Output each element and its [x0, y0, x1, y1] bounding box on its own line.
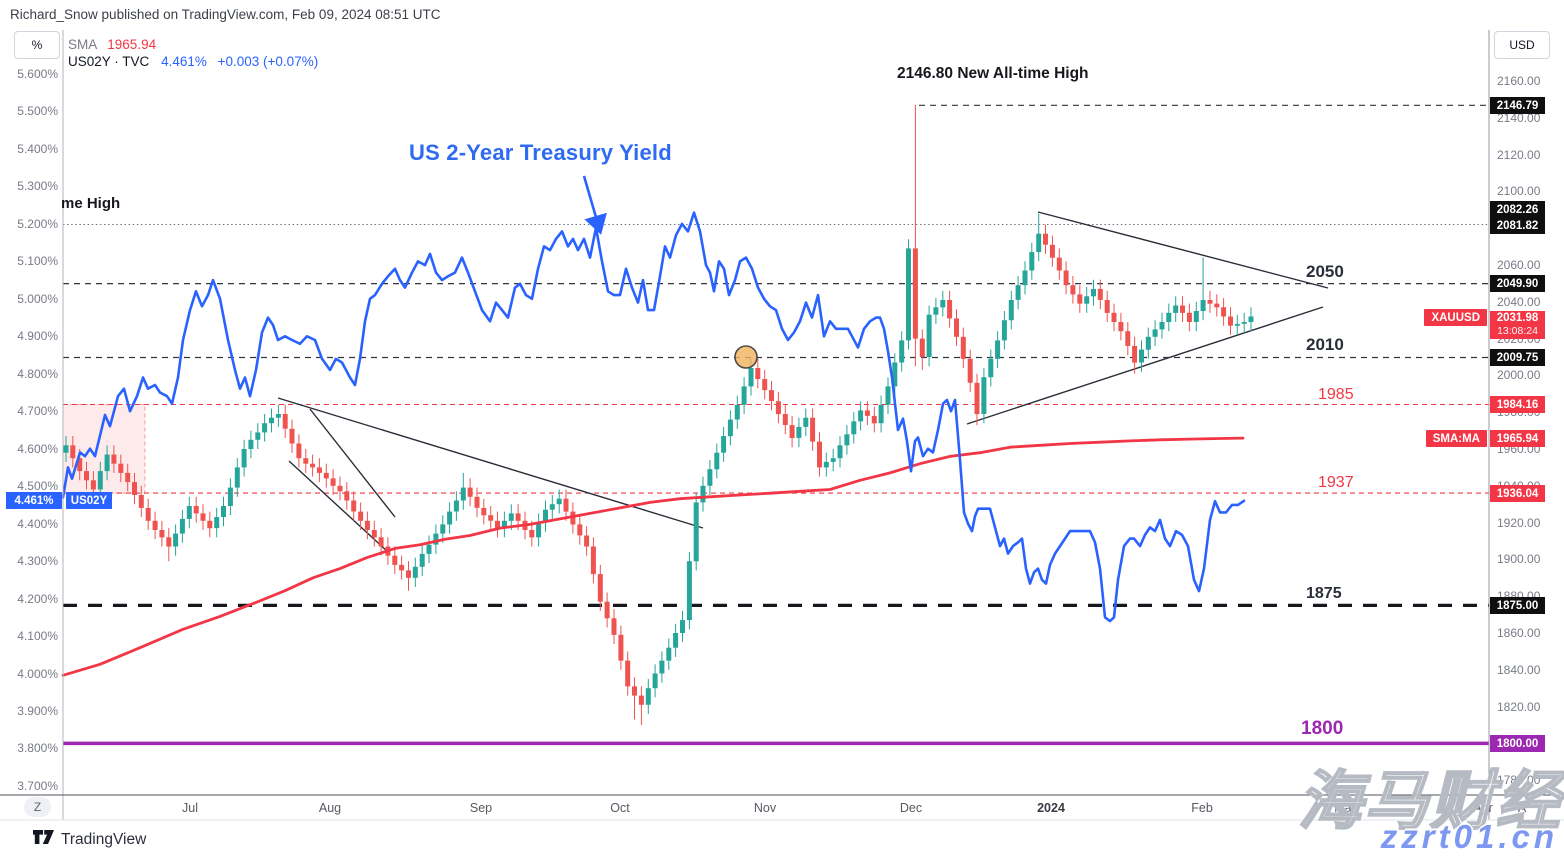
- right-axis-tick: 2160.00: [1497, 74, 1541, 88]
- time-axis-label: Aug: [318, 801, 342, 815]
- publish-info: Richard_Snow published on TradingView.co…: [10, 7, 441, 22]
- trendline: [309, 408, 396, 518]
- left-axis-tick: 5.400%: [17, 142, 58, 156]
- series-tag-pill: XAUUSD: [1424, 309, 1487, 326]
- time-axis-label: Mar: [1334, 801, 1356, 815]
- left-axis-tick: 4.700%: [17, 404, 58, 418]
- time-axis-label: Oct: [610, 801, 630, 815]
- right-axis-tick: 2120.00: [1497, 148, 1541, 162]
- annotation-arrow: [582, 175, 607, 235]
- right-axis-tick: 1920.00: [1497, 516, 1541, 530]
- price-label: 1965.94: [1490, 430, 1545, 447]
- tradingview-footer[interactable]: TradingView: [33, 830, 146, 849]
- left-axis-tick: 3.900%: [17, 704, 58, 718]
- left-axis-tick: 3.700%: [17, 779, 58, 793]
- ath-annotation: 2146.80 New All-time High: [897, 65, 1089, 82]
- chart-legend: SMA 1965.94 US02Y · TVC 4.461% +0.003 (+…: [68, 36, 318, 70]
- symbol-last-value: 4.461%: [161, 54, 207, 69]
- yield-current-pill: 4.461%: [6, 492, 62, 509]
- circle-marker: [734, 345, 758, 369]
- left-axis-tick: 4.400%: [17, 517, 58, 531]
- series-tag-pill: SMA:MA: [1425, 430, 1487, 447]
- price-label: 1875.00: [1490, 597, 1545, 614]
- right-axis-tick: 1840.00: [1497, 663, 1541, 677]
- price-label: 1936.04: [1490, 485, 1545, 502]
- right-axis-tick: 1820.00: [1497, 700, 1541, 714]
- left-axis-tick: 4.600%: [17, 442, 58, 456]
- right-axis-tick: 1900.00: [1497, 552, 1541, 566]
- time-axis-label: Dec: [899, 801, 923, 815]
- trendline: [966, 306, 1324, 425]
- time-axis-label: Apr: [1473, 801, 1493, 815]
- legend-symbol-row[interactable]: US02Y · TVC 4.461% +0.003 (+0.07%): [68, 53, 318, 70]
- trendline: [1037, 211, 1329, 289]
- clipped-annotation: me High: [61, 195, 121, 212]
- timezone-button[interactable]: Z: [24, 797, 51, 817]
- left-axis-tick: 5.200%: [17, 217, 58, 231]
- sma-value: 1965.94: [107, 37, 157, 52]
- usd-scale-button[interactable]: USD: [1494, 31, 1550, 59]
- left-axis-tick: 4.000%: [17, 667, 58, 681]
- yield-annotation: US 2-Year Treasury Yield: [409, 140, 672, 165]
- left-axis-tick: 5.000%: [17, 292, 58, 306]
- symbol-change: +0.003 (+0.07%): [217, 54, 319, 69]
- left-axis-tick: 4.500%: [17, 479, 58, 493]
- time-axis-label: Sep: [469, 801, 493, 815]
- price-label: 2009.75: [1490, 349, 1545, 366]
- watermark-cn: 海马财经: [1297, 764, 1562, 838]
- time-axis-label: Jul: [182, 801, 198, 815]
- left-axis-tick: 4.800%: [17, 367, 58, 381]
- price-label: 2082.26: [1490, 201, 1545, 218]
- trendline: [288, 460, 389, 553]
- price-label: 1984.16: [1490, 396, 1545, 413]
- level-caption: 1985: [1318, 386, 1354, 403]
- price-label: 2049.90: [1490, 275, 1545, 292]
- tradingview-logo-icon: [33, 830, 54, 849]
- yield-series-pill: US02Y: [66, 492, 112, 509]
- right-axis-tick: 2140.00: [1497, 111, 1541, 125]
- right-axis-tick: 1860.00: [1497, 626, 1541, 640]
- left-axis-tick: 4.900%: [17, 329, 58, 343]
- legend-sma-row[interactable]: SMA 1965.94: [68, 36, 318, 53]
- right-axis-tick: 2040.00: [1497, 295, 1541, 309]
- sma-label: SMA: [68, 37, 97, 52]
- level-caption: 2050: [1306, 262, 1344, 281]
- percent-scale-button[interactable]: %: [14, 31, 60, 59]
- level-caption: 1800: [1301, 718, 1344, 739]
- yield-line: [61, 211, 1246, 623]
- tradingview-logo-text: TradingView: [61, 830, 147, 848]
- right-axis-tick: 2060.00: [1497, 258, 1541, 272]
- right-axis-tick: 2000.00: [1497, 368, 1541, 382]
- sma-line: [61, 436, 1245, 677]
- left-axis-tick: 5.600%: [17, 67, 58, 81]
- watermark-url: zzrt01.cn: [1380, 818, 1558, 855]
- symbol-name: US02Y · TVC: [68, 54, 150, 69]
- price-label: 2031.98 13:08:24: [1490, 310, 1545, 339]
- left-axis-tick: 4.200%: [17, 592, 58, 606]
- left-axis-tick: 5.500%: [17, 104, 58, 118]
- time-axis-label: Feb: [1191, 801, 1213, 815]
- time-axis-label: A: [1517, 801, 1527, 815]
- level-caption: 2010: [1306, 335, 1344, 354]
- price-label: 1800.00: [1490, 735, 1545, 752]
- left-axis-tick: 4.100%: [17, 629, 58, 643]
- price-label: 2081.82: [1490, 217, 1545, 234]
- left-axis-tick: 4.300%: [17, 554, 58, 568]
- level-caption: 1937: [1318, 474, 1354, 491]
- candlestick-series: [63, 104, 1254, 725]
- time-axis-label: Nov: [753, 801, 777, 815]
- price-label: 2146.79: [1490, 97, 1545, 114]
- left-axis-tick: 3.800%: [17, 741, 58, 755]
- time-axis-label: 2024: [1037, 801, 1065, 815]
- right-axis-tick: 1780.00: [1497, 773, 1541, 787]
- left-axis-tick: 5.300%: [17, 179, 58, 193]
- right-axis-tick: 2100.00: [1497, 184, 1541, 198]
- level-caption: 1875: [1306, 585, 1342, 602]
- left-axis-tick: 5.100%: [17, 254, 58, 268]
